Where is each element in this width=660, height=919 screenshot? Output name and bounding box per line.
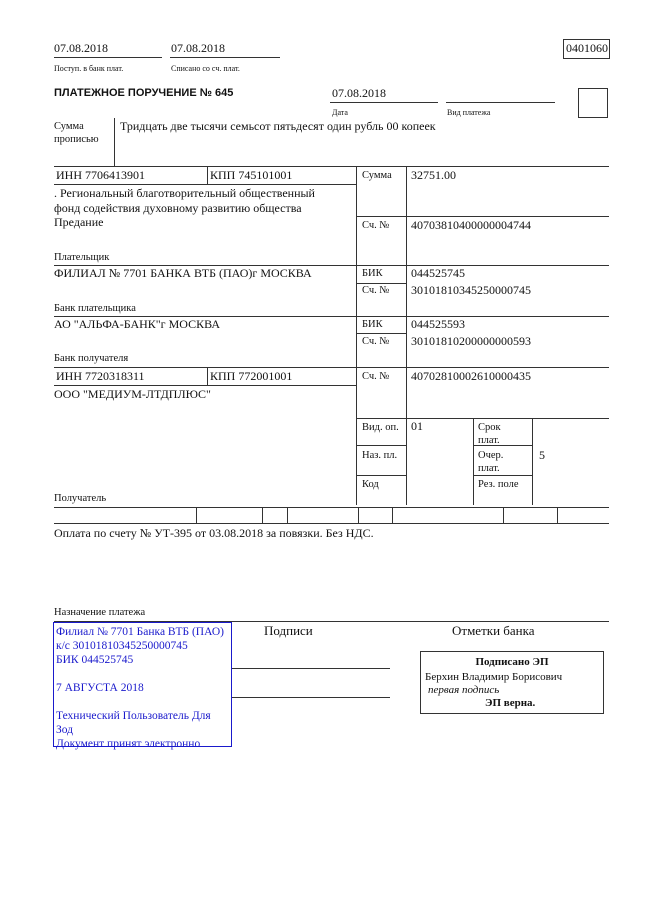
form-code: 0401060 [566, 41, 608, 55]
payer-kpp: КПП 745101001 [210, 168, 293, 182]
payer-bank-label: Банк плательщика [54, 303, 136, 314]
due-label: Срок [478, 422, 501, 433]
debited-date: 07.08.2018 [171, 41, 225, 55]
reserve-label: Рез. поле [478, 479, 519, 490]
received-label: Поступ. в банк плат. [54, 64, 124, 73]
payee-account-label: Сч. № [362, 371, 390, 382]
code-label: Код [362, 479, 379, 490]
payer-bank-account-label: Сч. № [362, 285, 390, 296]
payment-purpose: Оплата по счету № УТ-395 от 03.08.2018 з… [54, 526, 374, 540]
sum: 32751.00 [411, 168, 456, 182]
payer-name-3: Предание [54, 215, 104, 229]
payer-bank-bik: 044525745 [411, 266, 465, 280]
stamp-line: БИК 044525745 [56, 654, 134, 666]
esign-status: ЭП верна. [485, 697, 536, 709]
payer-name-2: фонд содействия духовному развитию общес… [54, 201, 302, 215]
priority-label-2: плат. [478, 463, 500, 474]
date: 07.08.2018 [332, 86, 386, 100]
op-type-label: Вид. оп. [362, 422, 399, 433]
esign-box: Подписано ЭП Берхин Владимир Борисович п… [420, 651, 604, 714]
payer-name: . Региональный благотворительный обществ… [54, 186, 315, 200]
page-title: ПЛАТЕЖНОЕ ПОРУЧЕНИЕ № 645 [54, 87, 234, 99]
sum-label: Сумма [362, 170, 392, 181]
payer-bank-bik-label: БИК [362, 268, 383, 279]
amount-words: Тридцать две тысячи семьсот пятьдесят од… [120, 119, 436, 133]
payee-name: ООО "МЕДИУМ-ЛТДПЛЮС" [54, 387, 211, 401]
stamp-line: к/с 30101810345250000745 [56, 640, 188, 652]
stamp-line: Филиал № 7701 Банка ВТБ (ПАО) [56, 626, 224, 638]
payment-type-box [578, 88, 608, 118]
received-date: 07.08.2018 [54, 41, 108, 55]
priority: 5 [539, 448, 545, 462]
payee-bank-label: Банк получателя [54, 353, 129, 364]
debited-label: Списано со сч. плат. [171, 64, 240, 73]
payee-account: 40702810002610000435 [411, 369, 531, 383]
purpose-label: Назначение платежа [54, 607, 146, 618]
payee-inn: ИНН 7720318311 [56, 369, 145, 383]
payer-account-label: Сч. № [362, 220, 390, 231]
payer-inn: ИНН 7706413901 [56, 168, 145, 182]
payee-bank-bik-label: БИК [362, 319, 383, 330]
priority-label: Очер. [478, 450, 504, 461]
amount-words-label: Сумма [54, 121, 84, 132]
stamp-line: Документ принят электронно [56, 738, 201, 750]
payee-bank-name: АО "АЛЬФА-БАНК"г МОСКВА [54, 317, 221, 331]
esign-title: Подписано ЭП [475, 656, 549, 668]
payee-kpp: КПП 772001001 [210, 369, 293, 383]
purpose-code-label: Наз. пл. [362, 450, 398, 461]
stamp-line: Технический Пользователь Для [56, 710, 211, 722]
esign-name: Берхин Владимир Борисович [425, 671, 563, 683]
stamp-line: 7 АВГУСТА 2018 [56, 682, 144, 694]
date-label: Дата [332, 108, 348, 117]
amount-words-label-2: прописью [54, 134, 99, 145]
op-type: 01 [411, 419, 423, 433]
form-code-box: 0401060 [563, 39, 610, 59]
stamp-line: Зод [56, 724, 74, 736]
bank-acceptance-stamp: Филиал № 7701 Банка ВТБ (ПАО) к/с 301018… [53, 622, 232, 750]
payer-bank-name: ФИЛИАЛ № 7701 БАНКА ВТБ (ПАО)г МОСКВА [54, 266, 312, 280]
esign-role: первая подпись [428, 684, 500, 696]
payer-label: Плательщик [54, 252, 110, 263]
payment-type-label: Вид платежа [447, 108, 491, 117]
payer-account: 40703810400000004744 [411, 218, 531, 232]
payee-label: Получатель [54, 493, 107, 504]
payee-bank-account-label: Сч. № [362, 336, 390, 347]
signatures-label: Подписи [264, 623, 313, 638]
payee-bank-account: 30101810200000000593 [411, 334, 531, 348]
payee-bank-bik: 044525593 [411, 317, 465, 331]
due-label-2: плат. [478, 435, 500, 446]
bank-marks-label: Отметки банка [452, 623, 535, 638]
payer-bank-account: 30101810345250000745 [411, 283, 531, 297]
